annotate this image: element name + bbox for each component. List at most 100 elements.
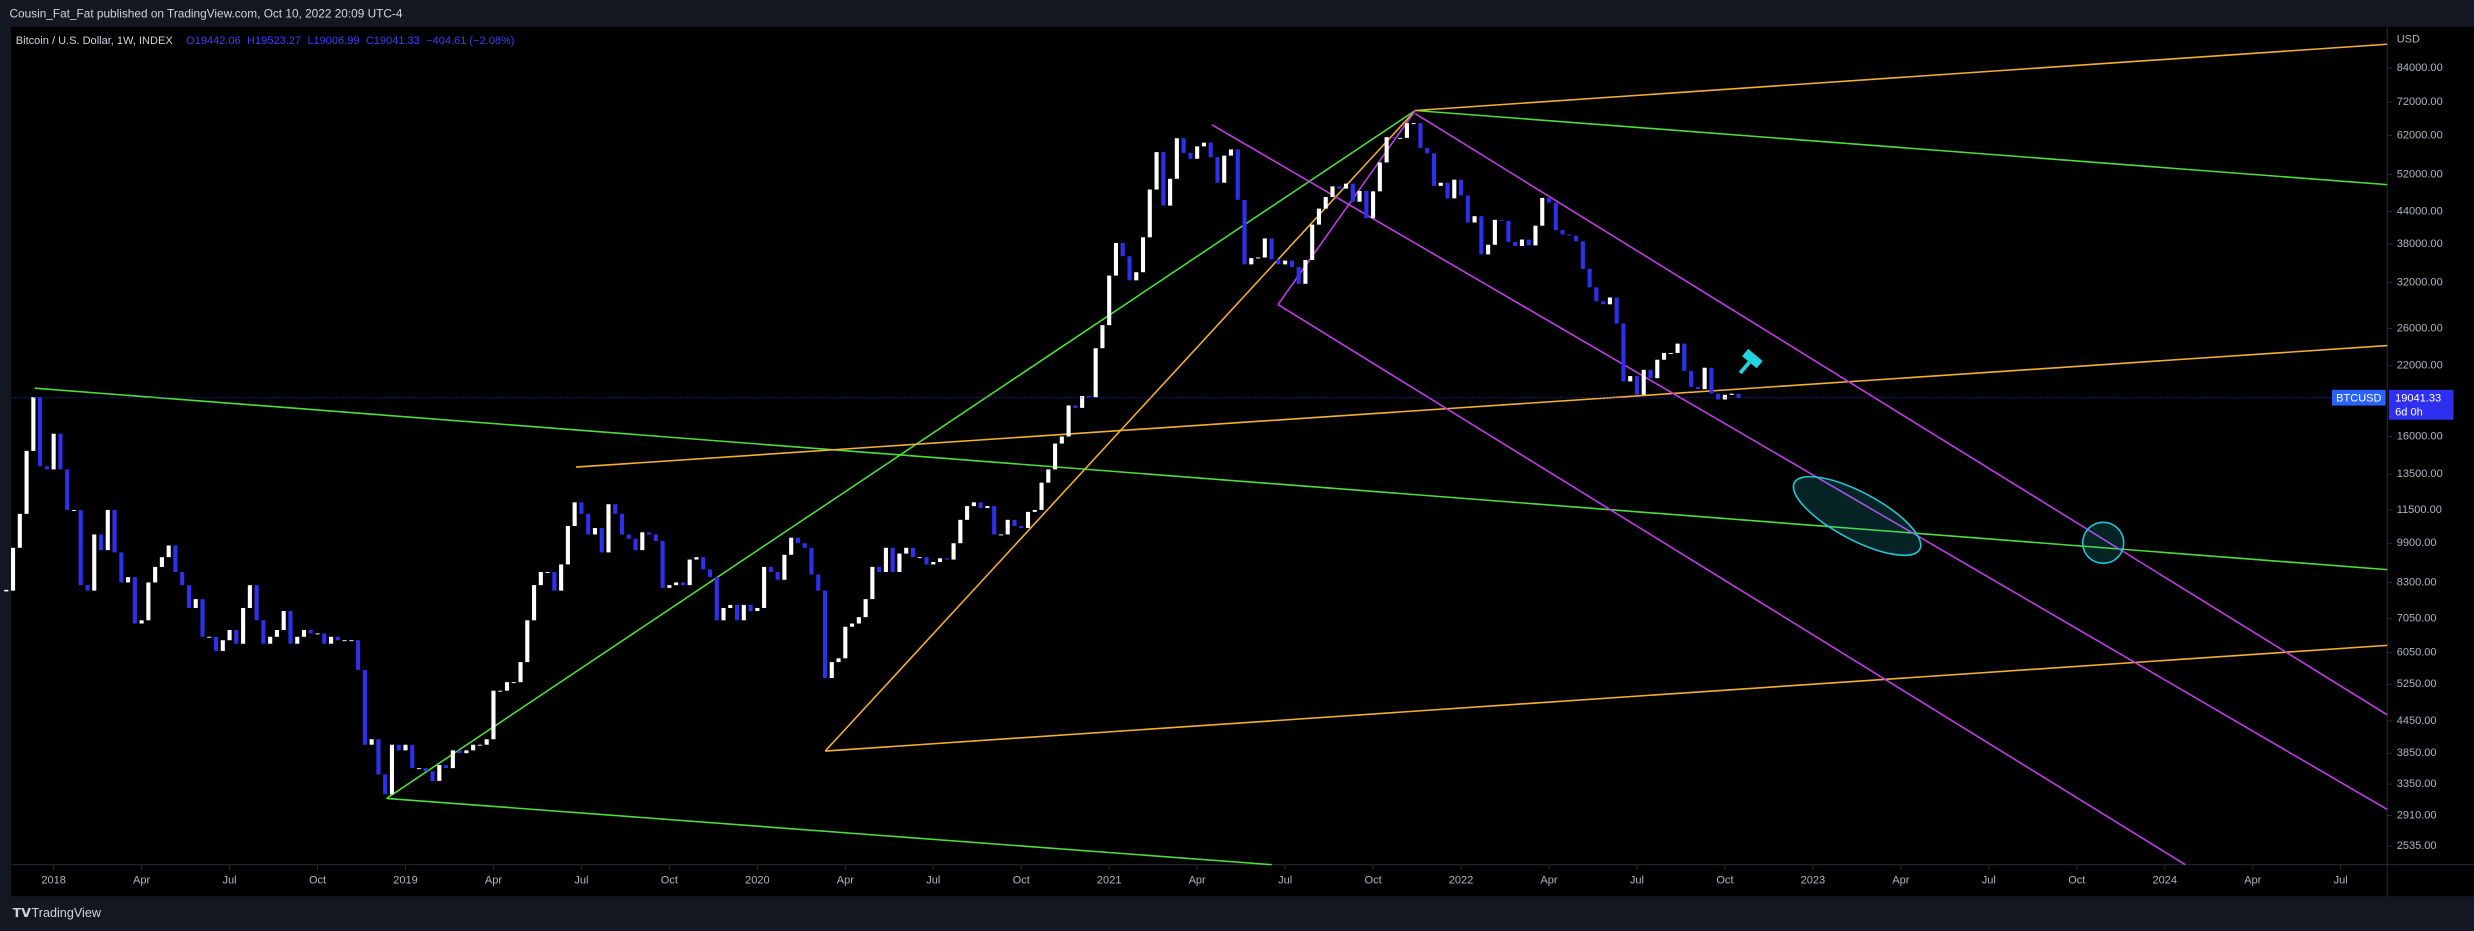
candle <box>1127 256 1132 281</box>
candle <box>741 604 746 621</box>
candle <box>1452 179 1457 199</box>
candle <box>38 397 43 467</box>
ohlc-value: −404.61 (−2.08%) <box>426 35 514 47</box>
candle <box>423 768 428 772</box>
candle <box>1316 208 1322 225</box>
countdown: 6d 0h <box>2395 407 2423 419</box>
ohlc-value: O19442.06 <box>186 35 241 47</box>
ohlc-value: C19041.33 <box>366 35 420 47</box>
ellipse-marker <box>1792 475 1922 557</box>
y-tick-label: 38000.00 <box>2397 238 2443 250</box>
candle <box>1492 219 1497 245</box>
candle <box>694 557 699 560</box>
candle <box>782 554 787 580</box>
candle <box>1648 369 1653 379</box>
candle <box>173 545 178 572</box>
candle <box>701 557 706 570</box>
candle <box>674 582 679 586</box>
candle <box>1533 225 1538 246</box>
candle <box>904 547 909 554</box>
y-tick-label: 26000.00 <box>2397 322 2443 334</box>
x-tick-label: Jul <box>2334 874 2348 886</box>
candle <box>1479 216 1484 255</box>
y-tick-label: 6050.00 <box>2397 647 2437 659</box>
candle <box>315 633 320 635</box>
candle <box>599 528 604 553</box>
y-tick-label: 13500.00 <box>2397 468 2443 480</box>
candle <box>301 630 307 637</box>
candle <box>1195 146 1200 159</box>
candle <box>863 599 868 618</box>
candle <box>1134 272 1139 281</box>
candle <box>944 558 949 560</box>
candle <box>1729 393 1734 395</box>
candle <box>1012 519 1017 526</box>
candle <box>193 599 198 608</box>
candle <box>1587 268 1592 288</box>
candle <box>511 682 516 684</box>
candle <box>1154 152 1159 190</box>
candle <box>667 585 672 588</box>
candle <box>1303 259 1308 284</box>
candle <box>843 626 848 659</box>
candle <box>1107 275 1112 326</box>
candle <box>1289 260 1294 267</box>
candle <box>166 545 171 558</box>
candle <box>592 528 598 535</box>
candle <box>1661 352 1667 360</box>
candle <box>579 502 584 514</box>
candle <box>1242 199 1247 265</box>
channel-line <box>1414 112 2388 716</box>
candle <box>1140 237 1146 273</box>
candle <box>389 744 395 795</box>
candle <box>897 553 902 572</box>
y-tick-label: 16000.00 <box>2397 430 2443 442</box>
x-tick-label: Apr <box>1189 874 1206 886</box>
candle <box>559 564 564 591</box>
candle <box>1371 191 1376 219</box>
candle <box>139 620 144 624</box>
candle <box>153 566 158 583</box>
candle <box>958 519 963 544</box>
candle <box>71 509 76 511</box>
candle <box>1499 219 1504 221</box>
last-price: 19041.33 <box>2395 392 2441 404</box>
candle <box>1553 202 1558 231</box>
candle <box>1256 257 1261 259</box>
candle <box>1438 182 1443 186</box>
candle <box>471 744 476 751</box>
x-tick-label: Apr <box>133 874 150 886</box>
candle <box>464 750 469 754</box>
candle <box>78 509 83 586</box>
chart-title: Bitcoin / U.S. Dollar, 1W, INDEX <box>16 35 174 47</box>
candle <box>450 750 455 769</box>
candle <box>376 739 381 775</box>
candle <box>1059 436 1064 444</box>
candle <box>1736 393 1741 398</box>
candle <box>762 566 767 608</box>
candle <box>186 585 192 608</box>
trend-line <box>825 644 2388 752</box>
candle <box>1722 394 1727 400</box>
candle <box>1262 238 1267 258</box>
candle <box>1628 376 1633 382</box>
candle <box>734 604 740 621</box>
candle <box>119 552 124 583</box>
trend-line <box>1415 109 2388 186</box>
x-tick-label: Apr <box>2244 874 2261 886</box>
candle <box>1709 367 1714 394</box>
candle <box>1486 244 1491 255</box>
x-tick-label: Apr <box>485 874 502 886</box>
candle <box>532 585 537 621</box>
candle <box>680 582 685 586</box>
y-tick-label: 32000.00 <box>2397 276 2443 288</box>
candle <box>633 538 638 551</box>
candle <box>227 630 232 641</box>
x-tick-label: Oct <box>661 874 678 886</box>
trend-line <box>34 387 2388 571</box>
candle <box>992 506 997 535</box>
candle <box>525 620 530 663</box>
candle <box>937 558 943 562</box>
y-tick-label: 3350.00 <box>2397 778 2437 790</box>
x-tick-label: Jul <box>1982 874 1996 886</box>
